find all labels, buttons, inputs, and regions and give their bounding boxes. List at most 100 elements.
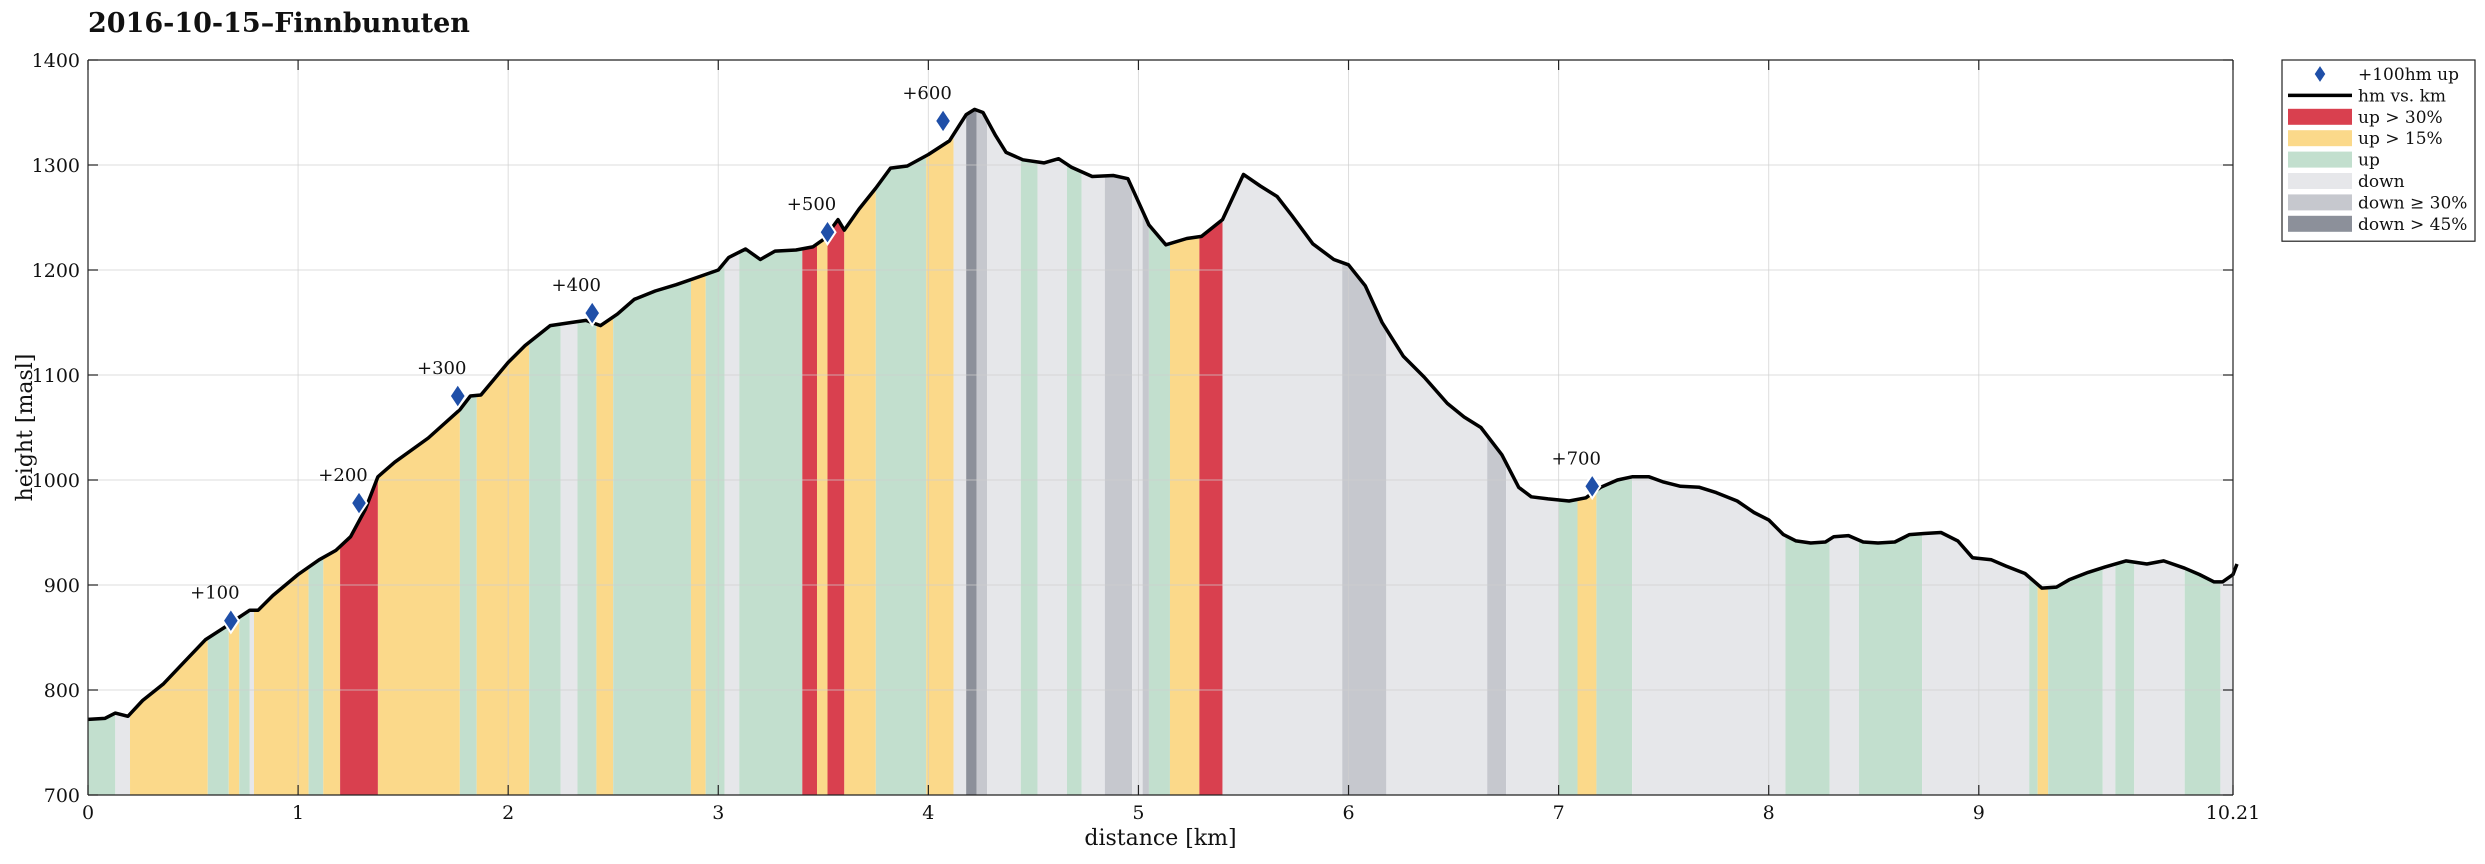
band-up15 xyxy=(817,233,828,796)
band-up15 xyxy=(228,617,240,795)
band-down30 xyxy=(1342,262,1387,795)
band-up30 xyxy=(340,476,378,795)
marker-label: +700 xyxy=(1552,448,1601,469)
gradient-bands xyxy=(88,109,2233,796)
marker-diamond xyxy=(933,107,953,135)
band-up xyxy=(1558,499,1578,795)
x-tick-label: 5 xyxy=(1132,802,1144,824)
band-up15 xyxy=(130,638,208,795)
band-up15 xyxy=(377,409,460,795)
marker-diamond xyxy=(448,382,467,410)
legend-marker-icon xyxy=(2313,63,2327,85)
legend-swatch-up30 xyxy=(2288,108,2352,125)
x-tick-label: 9 xyxy=(1973,802,1985,824)
x-tick-label: 2 xyxy=(502,802,514,824)
band-down xyxy=(1922,532,2030,795)
band-down xyxy=(1829,535,1860,795)
band-up xyxy=(88,713,116,795)
profile-line xyxy=(87,107,2239,722)
x-tick-label: 7 xyxy=(1553,802,1565,824)
band-down xyxy=(1037,158,1068,795)
y-tick-label: 800 xyxy=(44,680,80,702)
band-up xyxy=(239,610,250,795)
band-up xyxy=(1020,158,1038,796)
band-up xyxy=(1596,476,1633,795)
band-up xyxy=(2048,567,2103,795)
x-tick-label: 10.21 xyxy=(2206,802,2260,824)
band-up15 xyxy=(1577,490,1597,795)
legend-label-line: hm vs. km xyxy=(2358,86,2446,106)
x-tick-label: 8 xyxy=(1763,802,1775,824)
band-up xyxy=(705,262,725,795)
marker-label: +200 xyxy=(318,465,367,486)
band-down xyxy=(1081,171,1105,796)
band-down xyxy=(2134,560,2185,795)
band-up xyxy=(2115,560,2135,795)
y-tick-label: 1300 xyxy=(32,155,80,177)
y-tick-label: 700 xyxy=(44,785,80,807)
y-tick-label: 1400 xyxy=(32,50,80,72)
x-axis-label: distance [km] xyxy=(1084,826,1236,851)
legend-label-marker: +100hm up xyxy=(2358,65,2459,85)
band-up xyxy=(207,624,229,795)
band-down xyxy=(1632,476,1786,795)
band-down xyxy=(1506,462,1559,795)
band-down xyxy=(724,252,740,796)
legend-label-down45: down > 45% xyxy=(2358,215,2467,235)
band-up xyxy=(577,320,597,795)
marker-label: +400 xyxy=(551,275,600,296)
band-down xyxy=(1132,187,1143,795)
band-down xyxy=(987,120,1021,795)
marker-label: +500 xyxy=(787,194,836,215)
band-down xyxy=(2102,564,2116,795)
band-up15 xyxy=(253,567,309,795)
legend-label-up15: up > 15% xyxy=(2358,129,2443,149)
legend-swatch-up xyxy=(2288,151,2352,168)
band-down30 xyxy=(1142,211,1149,795)
band-up30 xyxy=(827,219,845,796)
marker-diamond xyxy=(583,299,602,327)
y-tick-label: 1100 xyxy=(32,365,80,387)
marker-label: +100 xyxy=(190,583,239,604)
legend-label-down: down xyxy=(2358,172,2405,192)
legend-swatch-down30 xyxy=(2288,194,2352,211)
x-tick-label: 4 xyxy=(922,802,934,824)
axes: 0 1 2 3 4 5 6 7 8 9 10.21 700 800 900 1000 1100 1200 1300… xyxy=(13,50,2260,851)
band-up15 xyxy=(596,317,614,795)
band-up xyxy=(613,279,691,796)
profile-line-layer xyxy=(87,107,2239,722)
marker-diamond xyxy=(221,606,241,635)
legend-label-up: up xyxy=(2358,151,2380,171)
y-tick-label: 900 xyxy=(44,575,80,597)
chart-title: 2016-10-15–Finnbunuten xyxy=(88,8,470,39)
band-down xyxy=(953,114,967,796)
band-up15 xyxy=(476,342,530,795)
band-down30 xyxy=(1104,175,1133,795)
band-up15 xyxy=(1169,236,1200,795)
band-up xyxy=(875,155,927,795)
band-up30 xyxy=(802,244,818,795)
band-up30 xyxy=(1199,219,1223,796)
legend-swatch-down xyxy=(2288,173,2352,189)
marker-diamond xyxy=(1583,472,1602,501)
band-up xyxy=(2029,577,2038,795)
marker-label: +300 xyxy=(417,358,466,379)
x-tick-label: 0 xyxy=(82,802,94,824)
x-tick-label: 3 xyxy=(712,802,724,824)
marker-diamond xyxy=(818,218,837,247)
legend-label-down30: down ≥ 30% xyxy=(2358,193,2467,213)
band-up xyxy=(308,557,324,795)
band-down xyxy=(249,610,254,795)
y-tick-label: 1000 xyxy=(32,470,80,492)
band-up15 xyxy=(690,274,706,795)
band-up xyxy=(739,248,803,795)
band-up xyxy=(1148,224,1170,795)
band-up xyxy=(1859,533,1923,795)
elevation-markers: +100 +200 +300 +400 +500 +600 +700 xyxy=(190,83,1602,635)
band-up15 xyxy=(926,134,954,796)
legend-swatch-up15 xyxy=(2288,130,2352,147)
band-down xyxy=(1386,329,1488,795)
y-axis-label: height [masl] xyxy=(13,354,38,502)
legend-label-up30: up > 30% xyxy=(2358,108,2443,128)
